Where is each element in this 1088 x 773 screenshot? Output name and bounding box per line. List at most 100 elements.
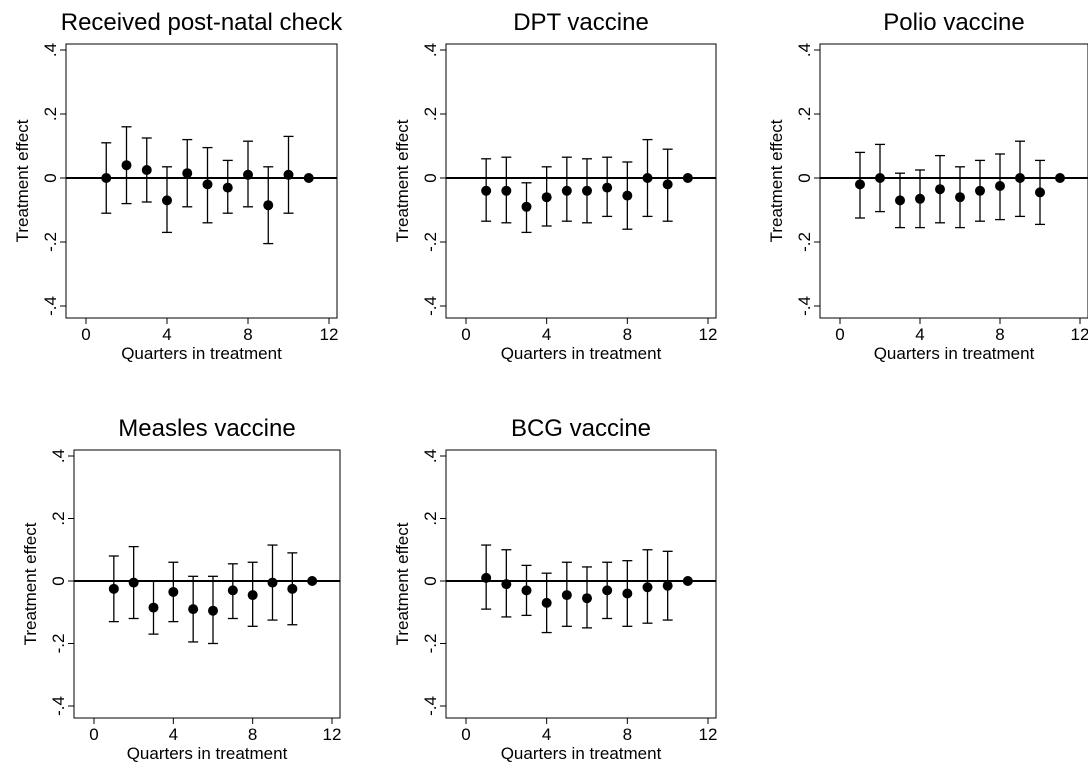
x-axis-label: Quarters in treatment: [501, 344, 662, 363]
y-tick-label: .4: [41, 43, 60, 57]
point-estimate: [541, 192, 552, 203]
point-estimate: [481, 572, 492, 583]
point-estimate: [1055, 173, 1065, 183]
y-tick-label: -.2: [49, 634, 68, 654]
point-estimate: [582, 593, 592, 604]
y-axis-label: Treatment effect: [767, 119, 786, 242]
point-estimate: [561, 185, 572, 196]
point-estimate: [602, 182, 613, 193]
x-tick-label: 0: [81, 325, 90, 344]
x-tick-label: 8: [623, 725, 632, 744]
chart-panel: Measles vaccine -.4 -.2 0 .2 .4 Treatment effe…: [21, 415, 341, 763]
y-tick-label: -.4: [795, 296, 814, 316]
x-axis-label: Quarters in treatment: [121, 344, 282, 363]
x-tick-label: 4: [542, 725, 551, 744]
y-axis-label: Treatment effect: [21, 522, 40, 645]
x-tick-label: 4: [542, 325, 551, 344]
x-tick-label: 12: [699, 725, 718, 744]
point-estimate: [521, 201, 532, 212]
y-tick-label: 0: [421, 173, 440, 182]
x-tick-label: 0: [461, 725, 470, 744]
x-tick-label: 12: [320, 325, 339, 344]
point-estimate: [283, 169, 294, 180]
y-tick-label: .2: [421, 107, 440, 121]
y-tick-label: .2: [795, 107, 814, 121]
chart-title: Polio vaccine: [883, 9, 1024, 36]
y-axis-label: Treatment effect: [393, 522, 412, 645]
point-estimate: [975, 185, 985, 196]
point-estimate: [501, 185, 512, 196]
point-estimate: [208, 605, 218, 616]
x-tick-label: 4: [169, 725, 178, 744]
point-estimate: [188, 604, 199, 615]
point-estimate: [622, 588, 633, 599]
point-estimate: [662, 580, 673, 591]
point-estimate: [247, 590, 258, 601]
x-tick-label: 8: [243, 325, 252, 344]
plot-frame: [445, 449, 717, 719]
chart-title: Received post-natal check: [61, 9, 343, 36]
x-axis-label: Quarters in treatment: [501, 744, 662, 763]
point-estimate: [855, 179, 865, 190]
point-estimate: [561, 590, 572, 601]
y-tick-label: .2: [421, 511, 440, 525]
point-estimate: [1035, 187, 1045, 198]
point-estimate: [935, 184, 945, 195]
point-estimate: [602, 585, 613, 596]
y-tick-label: .4: [421, 449, 440, 463]
point-estimate: [582, 185, 592, 196]
y-tick-label: -.4: [421, 296, 440, 316]
x-axis-label: Quarters in treatment: [127, 744, 288, 763]
y-tick-label: 0: [49, 576, 68, 585]
x-tick-label: 12: [1071, 325, 1088, 344]
chart-title: DPT vaccine: [513, 9, 649, 36]
plot-frame: [819, 43, 1088, 319]
y-tick-label: 0: [41, 173, 60, 182]
chart-panel: DPT vaccine -.4 -.2 0 .2 .4 Treatment effect 0 4…: [393, 9, 717, 363]
point-estimate: [202, 179, 213, 190]
y-tick-label: -.4: [41, 296, 60, 316]
point-estimate: [915, 193, 925, 204]
point-estimate: [101, 173, 112, 183]
x-tick-label: 4: [915, 325, 924, 344]
x-tick-label: 4: [162, 325, 171, 344]
point-estimate: [162, 195, 172, 206]
point-estimate: [875, 173, 885, 183]
point-estimate: [682, 576, 693, 586]
point-estimate: [222, 182, 233, 193]
y-tick-label: -.4: [421, 696, 440, 716]
chart-panel: BCG vaccine -.4 -.2 0 .2 .4 Treatment effect 0 4…: [393, 415, 717, 763]
chart-panel: Polio vaccine -.4 -.2 0 .2 .4 Treatment effect…: [767, 9, 1088, 363]
point-estimate: [141, 165, 152, 175]
point-estimate: [1015, 173, 1025, 183]
x-tick-label: 12: [699, 325, 718, 344]
point-estimate: [108, 583, 119, 594]
point-estimate: [622, 190, 633, 201]
point-estimate: [955, 192, 965, 203]
x-tick-label: 8: [248, 725, 257, 744]
point-estimate: [287, 583, 298, 594]
x-tick-label: 0: [835, 325, 844, 344]
y-tick-label: -.2: [41, 232, 60, 252]
chart-title: BCG vaccine: [511, 415, 651, 442]
y-tick-label: -.2: [421, 634, 440, 654]
y-axis-label: Treatment effect: [13, 119, 32, 242]
point-estimate: [182, 168, 193, 179]
x-tick-label: 12: [323, 725, 342, 744]
point-estimate: [168, 586, 179, 597]
point-estimate: [662, 179, 673, 190]
point-estimate: [642, 582, 653, 593]
plot-frame: [65, 43, 338, 319]
y-tick-label: .2: [41, 107, 60, 121]
x-tick-label: 0: [461, 325, 470, 344]
point-estimate: [682, 173, 693, 183]
point-estimate: [121, 160, 132, 171]
point-estimate: [263, 200, 274, 211]
point-estimate: [148, 602, 159, 613]
point-estimate: [481, 185, 492, 196]
y-tick-label: 0: [795, 173, 814, 182]
y-tick-label: -.4: [49, 696, 68, 716]
point-estimate: [267, 577, 278, 588]
x-tick-label: 0: [89, 725, 98, 744]
